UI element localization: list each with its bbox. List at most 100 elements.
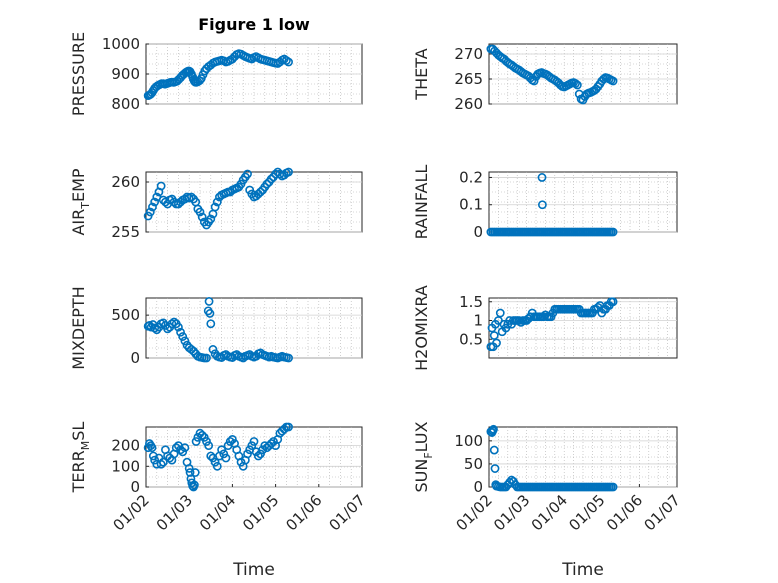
data-point [169,317,179,327]
data-point [279,424,289,434]
data-point [195,207,205,217]
panel-theta: 260 265 270 THETA [412,43,678,113]
y-tick-label: 100 [454,432,483,450]
y-tick-label: 0 [473,223,483,241]
data-point [205,309,215,318]
data-point [156,181,166,191]
x-tick-label: 01/02 [453,491,496,534]
x-tick-label: 01/05 [565,491,608,534]
x-tick-label: 01/06 [282,491,325,534]
data-point [492,338,501,348]
y-tick-label: 0 [130,478,140,496]
y-tick-label: 1 [473,312,483,330]
data-point [148,202,157,212]
y-tick-label: 0.1 [459,196,483,214]
y-axis-label: PRESSURE [69,32,88,116]
y-tick-label: 0.2 [459,168,483,186]
x-tick-label: 01/03 [490,491,533,534]
data-point [208,345,218,354]
data-point [262,179,272,189]
data-point [284,57,293,67]
y-axis-label: TERRMSL [69,422,92,494]
y-axis-label: SUNFLUX [412,421,435,492]
data-point [490,464,500,473]
y-tick-label: 0.5 [459,330,483,348]
data-point [156,459,166,469]
data-point [571,79,580,88]
data-point [171,443,181,453]
data-point [232,350,242,359]
x-axis-label: Time [232,560,275,580]
panel-air_temp: 255 260 AIRTEMP [69,167,363,241]
data-point [158,457,168,467]
y-axis-label: THETA [412,48,431,100]
x-tick-label: 01/02 [110,491,153,534]
y-axis-label: MIXDEPTH [69,286,88,369]
data-point [180,336,190,346]
data-point [537,200,547,210]
data-point [184,463,194,473]
x-axis-label: Time [561,560,604,580]
data-point [489,445,499,455]
data-point [284,353,293,363]
y-tick-label: 0 [130,349,140,367]
y-tick-label: 0 [473,478,483,496]
data-point [249,437,259,446]
data-point [253,451,263,461]
data-point [180,443,190,453]
data-point [204,297,214,306]
data-point [206,319,216,329]
data-point [197,430,207,440]
data-point [176,445,185,455]
data-point [529,76,539,86]
panel-mixdepth: 0 500 MIXDEPTH [69,286,363,370]
data-point [163,324,172,334]
data-point [167,319,177,329]
data-point [145,207,155,217]
data-point [173,322,183,332]
data-point [221,453,231,463]
panel-terr_msl: 0 100 200 01/02 01/03 01/04 01/05 01/06 01/07 TER… [69,422,369,580]
x-tick-label: 01/05 [239,491,282,534]
y-tick-label: 50 [464,455,483,473]
data-point [204,441,214,451]
data-point [608,76,618,86]
x-tick-label: 01/04 [528,491,571,534]
data-point [150,197,160,207]
y-axis-label: AIRTEMP [69,168,92,235]
y-tick-label: 260 [454,95,483,113]
data-point [284,167,293,177]
data-point [266,439,276,448]
data-point [185,468,195,477]
data-point [206,214,216,224]
y-tick-label: 900 [111,65,140,83]
y-tick-label: 1.5 [459,293,483,311]
data-point [489,424,498,434]
data-point [150,323,160,333]
y-tick-label: 200 [111,437,140,455]
y-tick-label: 1000 [102,35,140,53]
data-point [608,297,618,307]
x-tick-label: 01/03 [153,491,196,534]
data-point [191,437,201,446]
chart-title: Figure 1 low [198,15,310,34]
data-point [537,173,547,182]
data-point [266,174,276,184]
y-tick-label: 500 [111,306,140,324]
x-tick-label: 01/07 [641,491,684,534]
data-point [197,212,207,222]
data-point [189,480,199,490]
data-point [186,192,196,202]
data-point [243,169,252,179]
y-tick-label: 260 [111,173,140,191]
y-axis-label: RAINFALL [412,165,431,240]
y-tick-label: 270 [454,45,483,63]
y-axis-label: H2OMIXRA [412,285,431,371]
y-tick-label: 100 [111,457,140,475]
data-point [212,461,222,471]
data-point [190,468,200,477]
x-tick-label: 01/07 [326,491,369,534]
panel-h2omixra: 0.511.5 H2OMIXRA [412,285,678,371]
data-point [495,308,505,318]
